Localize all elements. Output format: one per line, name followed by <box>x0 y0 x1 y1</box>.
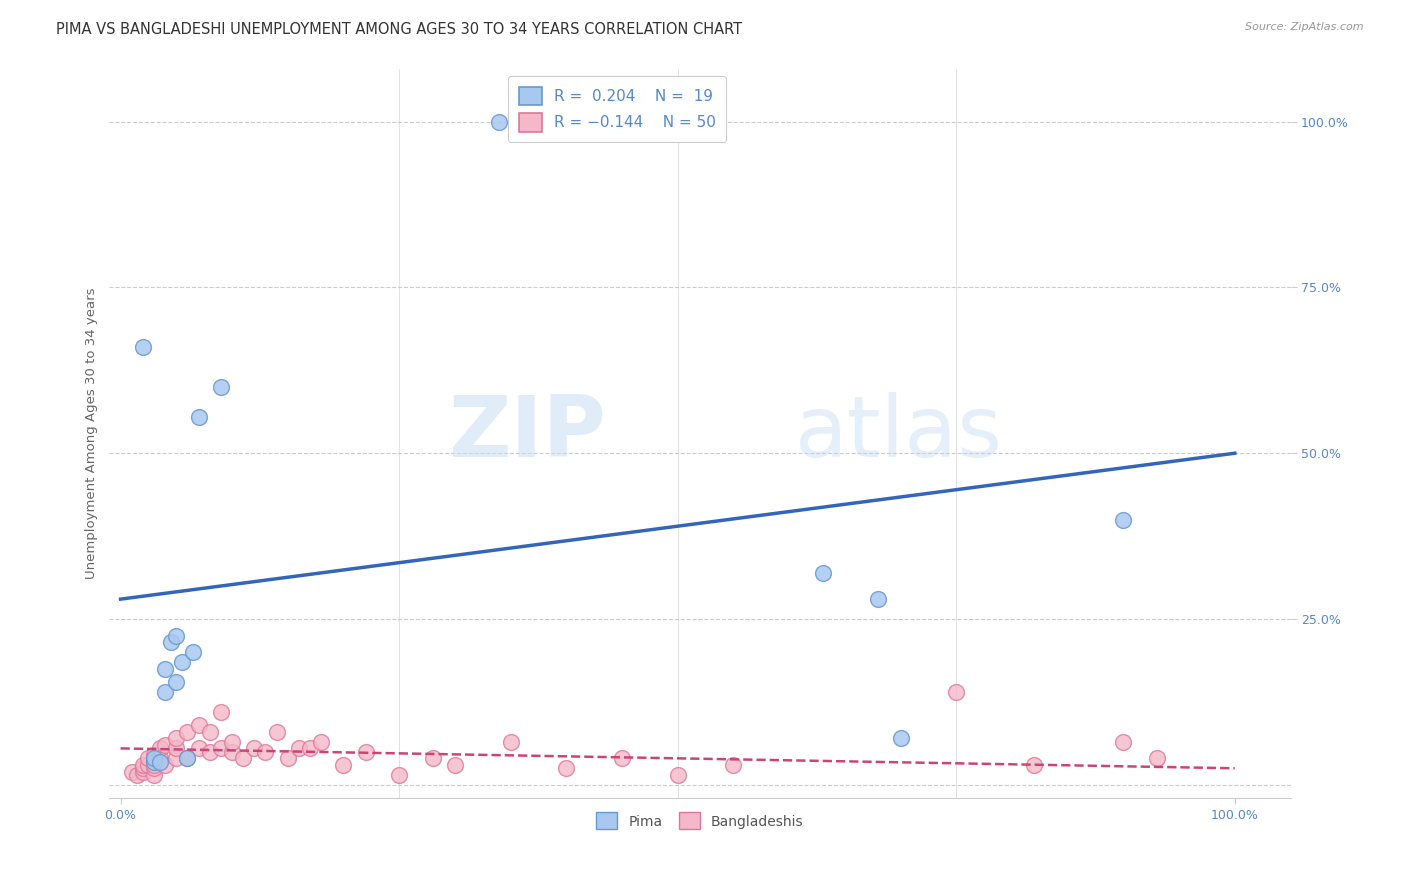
Point <box>221 745 243 759</box>
Point <box>132 761 155 775</box>
Point <box>221 735 243 749</box>
Point <box>332 758 354 772</box>
Point <box>143 755 166 769</box>
Point <box>181 645 204 659</box>
Point <box>1112 735 1135 749</box>
Point <box>121 764 143 779</box>
Point <box>666 768 689 782</box>
Point <box>232 751 254 765</box>
Point <box>945 685 967 699</box>
Point <box>148 755 170 769</box>
Point <box>132 340 155 354</box>
Text: ZIP: ZIP <box>447 392 606 475</box>
Point <box>176 724 198 739</box>
Point <box>209 705 232 719</box>
Point <box>153 738 176 752</box>
Point <box>422 751 444 765</box>
Point <box>1024 758 1046 772</box>
Point <box>277 751 299 765</box>
Point <box>723 758 745 772</box>
Point <box>354 745 377 759</box>
Point <box>187 718 209 732</box>
Text: Source: ZipAtlas.com: Source: ZipAtlas.com <box>1246 22 1364 32</box>
Point <box>499 735 522 749</box>
Point <box>138 758 160 772</box>
Point <box>443 758 465 772</box>
Point <box>170 655 193 669</box>
Point <box>1112 512 1135 526</box>
Point <box>176 751 198 765</box>
Point <box>610 751 633 765</box>
Point <box>811 566 834 580</box>
Point <box>209 380 232 394</box>
Point <box>176 751 198 765</box>
Point <box>143 768 166 782</box>
Point <box>868 592 890 607</box>
Point <box>143 758 166 772</box>
Point <box>159 635 181 649</box>
Point <box>309 735 332 749</box>
Point <box>198 724 221 739</box>
Point <box>165 731 187 746</box>
Point <box>288 741 311 756</box>
Point <box>153 758 176 772</box>
Point <box>143 747 166 762</box>
Point <box>148 751 170 765</box>
Point <box>209 741 232 756</box>
Point <box>243 741 266 756</box>
Point <box>148 741 170 756</box>
Legend: Pima, Bangladeshis: Pima, Bangladeshis <box>591 807 810 835</box>
Point <box>187 409 209 424</box>
Point <box>198 745 221 759</box>
Point <box>165 629 187 643</box>
Point <box>488 114 510 128</box>
Point <box>165 675 187 690</box>
Point <box>388 768 411 782</box>
Point <box>254 745 277 759</box>
Point <box>298 741 321 756</box>
Point <box>143 761 166 775</box>
Point <box>889 731 911 746</box>
Y-axis label: Unemployment Among Ages 30 to 34 years: Unemployment Among Ages 30 to 34 years <box>86 287 98 579</box>
Text: PIMA VS BANGLADESHI UNEMPLOYMENT AMONG AGES 30 TO 34 YEARS CORRELATION CHART: PIMA VS BANGLADESHI UNEMPLOYMENT AMONG A… <box>56 22 742 37</box>
Point <box>143 751 166 765</box>
Point <box>153 685 176 699</box>
Text: atlas: atlas <box>794 392 1002 475</box>
Point <box>1146 751 1168 765</box>
Point <box>138 751 160 765</box>
Point <box>165 741 187 756</box>
Point <box>555 761 578 775</box>
Point <box>127 768 149 782</box>
Point <box>132 764 155 779</box>
Point <box>266 724 288 739</box>
Point <box>165 751 187 765</box>
Point <box>153 662 176 676</box>
Point <box>187 741 209 756</box>
Point <box>132 758 155 772</box>
